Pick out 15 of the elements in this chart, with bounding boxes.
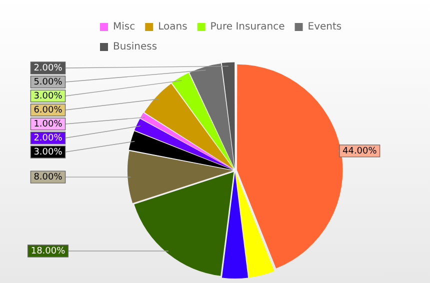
data-label: 6.00% [34,105,63,116]
data-label: 1.00% [34,119,63,130]
data-label: 2.00% [34,63,63,74]
legend-label: Pure Insurance [210,22,285,33]
data-label: 18.00% [30,246,66,256]
legend-label: Business [113,42,158,53]
data-label: 8.00% [34,172,63,182]
data-label: 44.00% [342,146,378,156]
legend-label: Misc [113,22,136,33]
data-label: 2.00% [34,133,63,144]
data-label: 3.00% [34,91,63,102]
legend-label: Events [308,22,342,33]
data-label: 5.00% [34,77,63,88]
data-label: 3.00% [34,147,63,158]
legend-label: Loans [158,22,188,33]
